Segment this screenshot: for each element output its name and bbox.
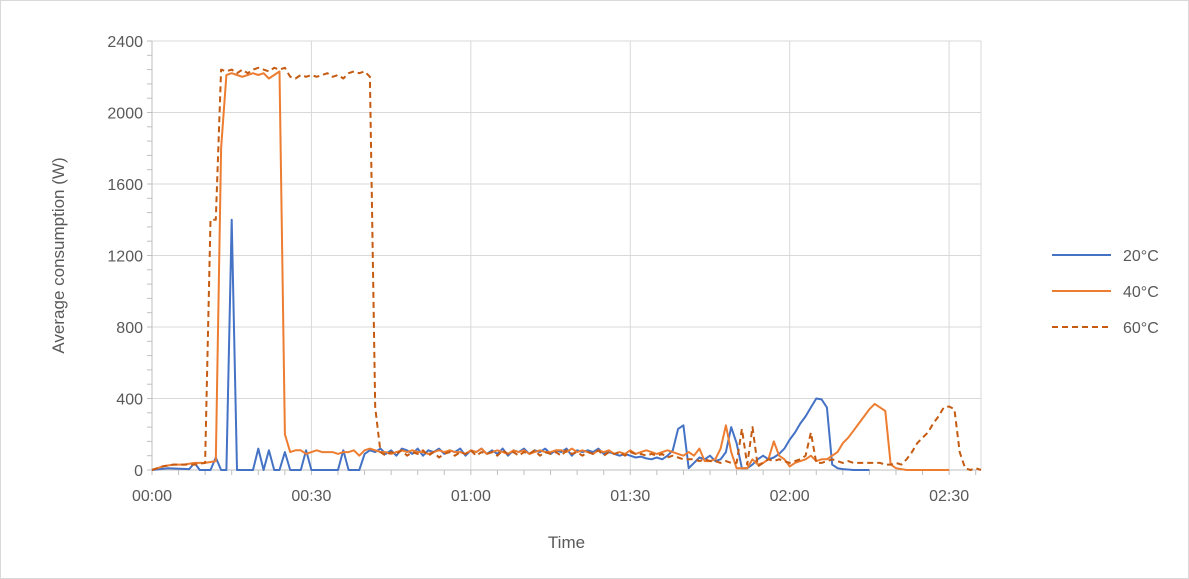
x-tick-labels: 00:00 00:30 01:00 01:30 02:00 02:30 — [132, 488, 969, 505]
y-tick-label: 2000 — [107, 106, 143, 123]
y-tick-label: 1200 — [107, 249, 143, 266]
series-line-1 — [151, 218, 870, 471]
x-tick-label: 02:30 — [929, 488, 969, 505]
series-line-2 — [151, 70, 950, 471]
legend: 20°C 40°C 60°C — [1052, 248, 1159, 337]
x-tick-label: 01:30 — [610, 488, 650, 505]
axes — [147, 40, 981, 475]
y-tick-label: 400 — [116, 392, 143, 409]
legend-label: 40°C — [1123, 284, 1159, 301]
y-tick-label: 1600 — [107, 177, 143, 194]
y-tick-labels: 0 400 800 1200 1600 2000 2400 — [107, 34, 143, 480]
grid — [152, 40, 982, 470]
y-tick-label: 800 — [116, 320, 143, 337]
series-lines — [151, 66, 982, 471]
legend-label: 20°C — [1123, 248, 1159, 265]
y-tick-label: 2400 — [107, 34, 143, 51]
y-tick-label: 0 — [134, 463, 143, 480]
x-axis-title: Time — [548, 533, 585, 552]
series-line-3 — [151, 66, 982, 471]
x-tick-label: 00:30 — [291, 488, 331, 505]
x-tick-label: 02:00 — [770, 488, 810, 505]
y-axis-title: Average consumption (W) — [49, 157, 68, 353]
x-tick-label: 01:00 — [451, 488, 491, 505]
legend-label: 60°C — [1123, 320, 1159, 337]
x-tick-label: 00:00 — [132, 488, 172, 505]
